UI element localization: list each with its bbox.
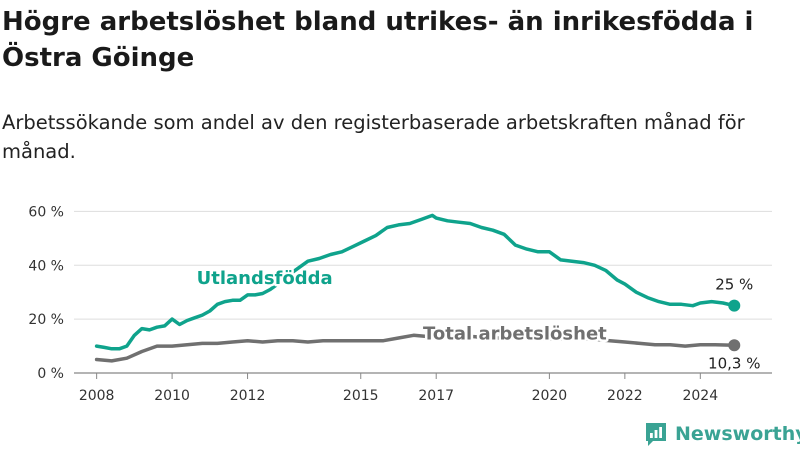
x-tick-label: 2008	[79, 388, 115, 404]
line-chart: 0 % 20 % 40 % 60 % 2008 2010 2012 2015 2017 2020 2…	[28, 204, 772, 404]
y-tick-label: 0 %	[37, 366, 64, 382]
chart-title: Högre arbetslöshet bland utrikes- än inr…	[2, 7, 754, 73]
end-value-label: 10,3 %	[708, 354, 760, 372]
y-tick-label: 60 %	[28, 204, 64, 220]
chart-subtitle: Arbetssökande som andel av den registerb…	[2, 111, 745, 163]
y-tick-label: 40 %	[28, 258, 64, 274]
series-end-point	[728, 299, 741, 312]
series-line	[94, 213, 737, 351]
series-line	[94, 333, 737, 363]
x-tick-label: 2010	[154, 388, 190, 404]
y-tick-label: 20 %	[28, 312, 64, 328]
newsworthy-logo-icon	[646, 423, 666, 446]
end-value-label: 25 %	[715, 276, 753, 294]
logo-bar	[659, 427, 662, 438]
logo-bar	[654, 430, 658, 438]
x-tick-label: 2015	[343, 388, 379, 404]
series-name-label: Total arbetslöshet	[423, 323, 607, 344]
x-tick-label: 2022	[607, 388, 643, 404]
brand-name: Newsworthy	[675, 423, 800, 445]
series-end-point	[728, 339, 741, 352]
brand-logo: Newsworthy	[644, 419, 800, 449]
series-name-label: Utlandsfödda	[197, 268, 333, 289]
x-tick-label: 2017	[418, 388, 454, 404]
x-tick-label: 2024	[682, 388, 718, 404]
logo-bar	[650, 433, 653, 438]
x-tick-label: 2020	[532, 388, 568, 404]
x-tick-label: 2012	[230, 388, 266, 404]
